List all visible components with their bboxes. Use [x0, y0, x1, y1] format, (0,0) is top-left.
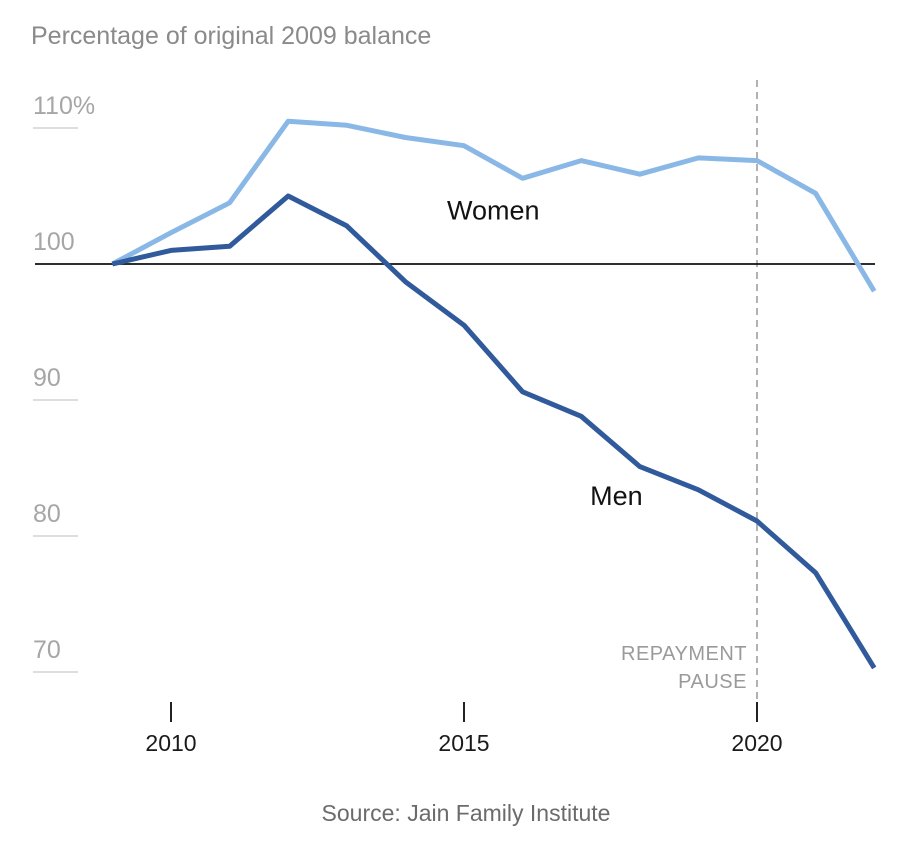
repayment-pause-annotation: REPAYMENT PAUSE [621, 643, 747, 693]
series-line-women [111, 118, 877, 293]
x-tick-label: 2015 [438, 730, 489, 756]
series-line-men [111, 193, 877, 670]
series-labels: Women Men [447, 196, 643, 512]
chart-source: Source: Jain Family Institute [322, 800, 611, 826]
series-label-women: Women [447, 196, 540, 226]
y-tick-label: 80 [33, 500, 61, 528]
y-tick-label: 110% [33, 92, 95, 120]
x-tick-label: 2020 [731, 730, 782, 756]
y-tick-label: 70 [33, 636, 61, 664]
series-lines [111, 118, 877, 670]
y-tick-label: 90 [33, 364, 61, 392]
y-tick-label: 100 [33, 228, 75, 256]
annotation-line: PAUSE [678, 671, 747, 693]
annotation-line: REPAYMENT [621, 643, 747, 665]
x-tick-label: 2010 [145, 730, 196, 756]
series-label-men: Men [590, 481, 643, 511]
chart-subtitle: Percentage of original 2009 balance [31, 22, 431, 50]
x-axis: 2010 2015 2020 [145, 702, 783, 756]
y-axis: 110% 100 90 80 70 [33, 92, 95, 673]
